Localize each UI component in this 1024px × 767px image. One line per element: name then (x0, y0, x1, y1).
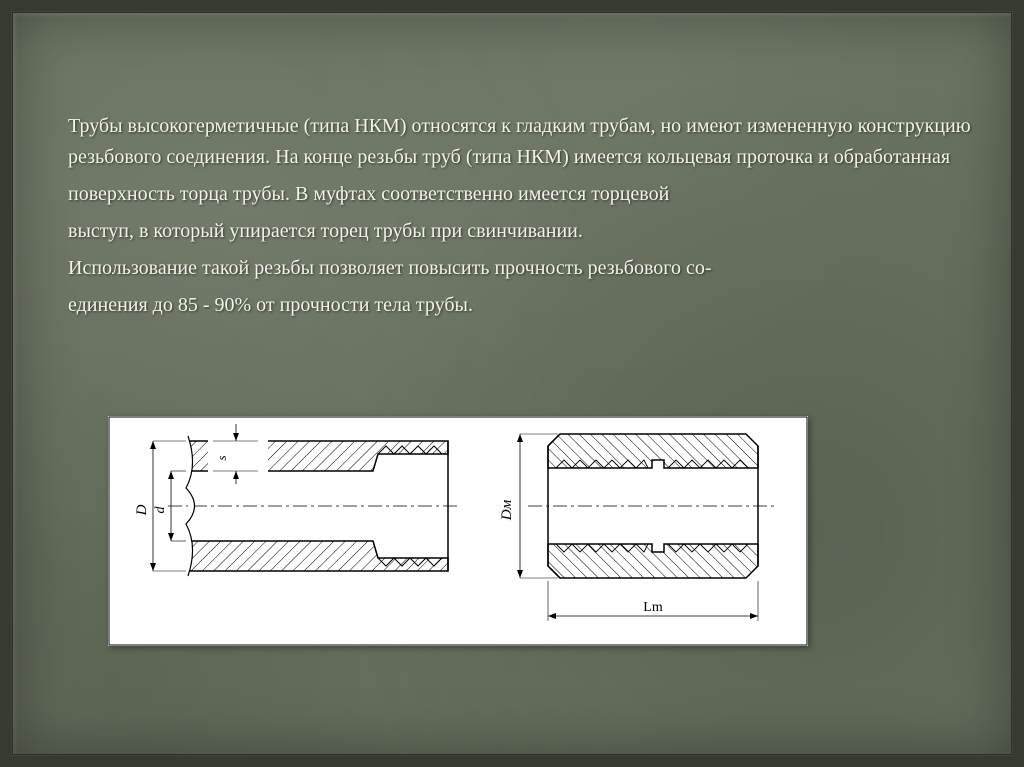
paragraph: Использование такой резьбы позволяет пов… (68, 253, 971, 284)
dim-s-clean: s (208, 421, 268, 484)
paragraph: единения до 85 - 90% от прочности тела т… (68, 290, 971, 321)
paragraph: выступ, в который упирается торец трубы … (68, 216, 971, 247)
slide-panel: Трубы высокогерметичные (типа НКМ) относ… (12, 12, 1012, 755)
label-Dm: Dм (499, 499, 515, 521)
paragraph: Трубы высокогерметичные (типа НКМ) относ… (68, 111, 971, 173)
pipe-section: D d (134, 421, 458, 576)
pipe-wall-bot (188, 541, 448, 571)
label-D: D (134, 504, 150, 516)
label-s-clean: s (214, 455, 229, 460)
body-text: Трубы высокогерметичные (типа НКМ) относ… (68, 111, 971, 327)
technical-drawing: D d (108, 416, 808, 646)
coupling-section: Dм Lm (499, 434, 778, 621)
drawing-svg: D d (108, 416, 808, 646)
slide-frame: Трубы высокогерметичные (типа НКМ) относ… (0, 0, 1024, 767)
label-d: d (153, 506, 168, 514)
label-Lm: Lm (643, 600, 663, 615)
dim-Lm: Lm (548, 581, 758, 621)
paragraph: поверхность торца трубы. В муфтах соотве… (68, 179, 971, 210)
